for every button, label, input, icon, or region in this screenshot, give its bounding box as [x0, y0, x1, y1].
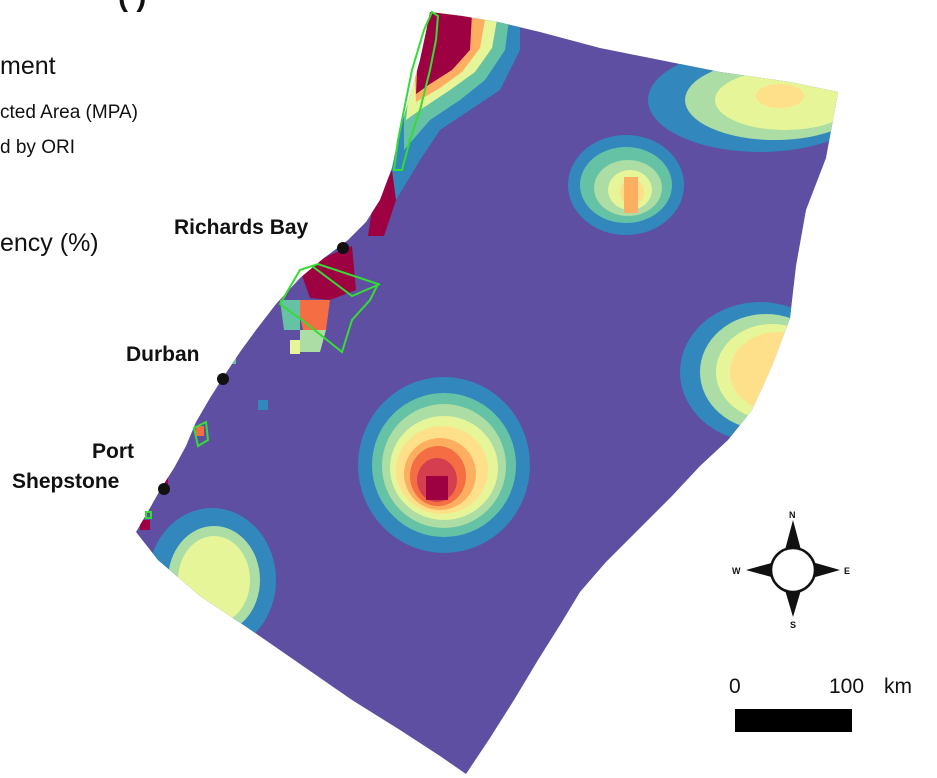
southern-mpa-outline [192, 420, 210, 448]
southwest-band-light [178, 536, 250, 624]
central-south-hotspot [358, 377, 530, 553]
legend-title-fragment: ( ) [118, 0, 146, 14]
southwest-hotspot [148, 508, 276, 652]
compass-s-label: S [790, 620, 796, 630]
richards-bay-band-green [300, 330, 326, 352]
north-coast-hotspot [280, 12, 520, 352]
coastal-speckle-cell [140, 520, 150, 530]
shepstone-label: Shepstone [12, 470, 119, 493]
coastal-speckle-cell [196, 426, 204, 436]
richards-bay-marker [337, 242, 349, 254]
coastal-speckle-cell [228, 352, 236, 364]
city-markers: Richards Bay Durban Port Shepstone [12, 216, 349, 495]
central-south-core [426, 476, 448, 500]
upper-right-band-yellow [756, 84, 804, 108]
upper-right-hotspot [648, 48, 838, 152]
compass-rose: N S W E [732, 510, 850, 630]
durban-marker [217, 373, 229, 385]
legend-frequency-label: ency (%) [0, 229, 99, 257]
north-mpa-outline [392, 10, 440, 171]
durban-label: Durban [126, 343, 200, 366]
richards-bay-label: Richards Bay [174, 216, 309, 239]
compass-circle [769, 546, 817, 594]
legend-item-mpa: cted Area (MPA) [0, 102, 138, 123]
compass-n-label: N [789, 510, 796, 520]
mpa-boundaries [145, 10, 440, 519]
scale-start-label: 0 [729, 675, 741, 698]
richards-bay-core [300, 246, 356, 300]
port-shepstone-marker [158, 483, 170, 495]
scale-bar: 0 100 km [729, 675, 912, 732]
scale-unit-label: km [884, 675, 912, 698]
central-north-core [624, 177, 638, 213]
compass-east-arrow [812, 562, 840, 578]
central-north-hotspot [568, 135, 684, 235]
compass-w-label: W [732, 566, 741, 576]
legend-heading: ment [0, 52, 56, 80]
coastal-speckle-cell [290, 340, 300, 354]
compass-south-arrow [785, 590, 801, 617]
port-label: Port [92, 440, 134, 463]
compass-e-label: E [844, 566, 850, 576]
southwest-mpa-marker [145, 511, 152, 519]
richards-bay-mpa-outline [278, 262, 380, 354]
scale-end-label: 100 [829, 675, 864, 698]
scale-bar-rect [735, 709, 852, 732]
east-edge-hotspot [680, 302, 838, 442]
richards-bay-mpa-divider [311, 265, 381, 298]
compass-north-arrow [785, 520, 801, 550]
legend-item-ori: d by ORI [0, 137, 75, 158]
coastal-sliver-core [368, 170, 396, 236]
coastal-speckle-cell [258, 400, 268, 410]
richards-bay-band-orange [296, 300, 330, 334]
compass-west-arrow [746, 562, 775, 578]
east-edge-band-yellow [730, 332, 826, 412]
